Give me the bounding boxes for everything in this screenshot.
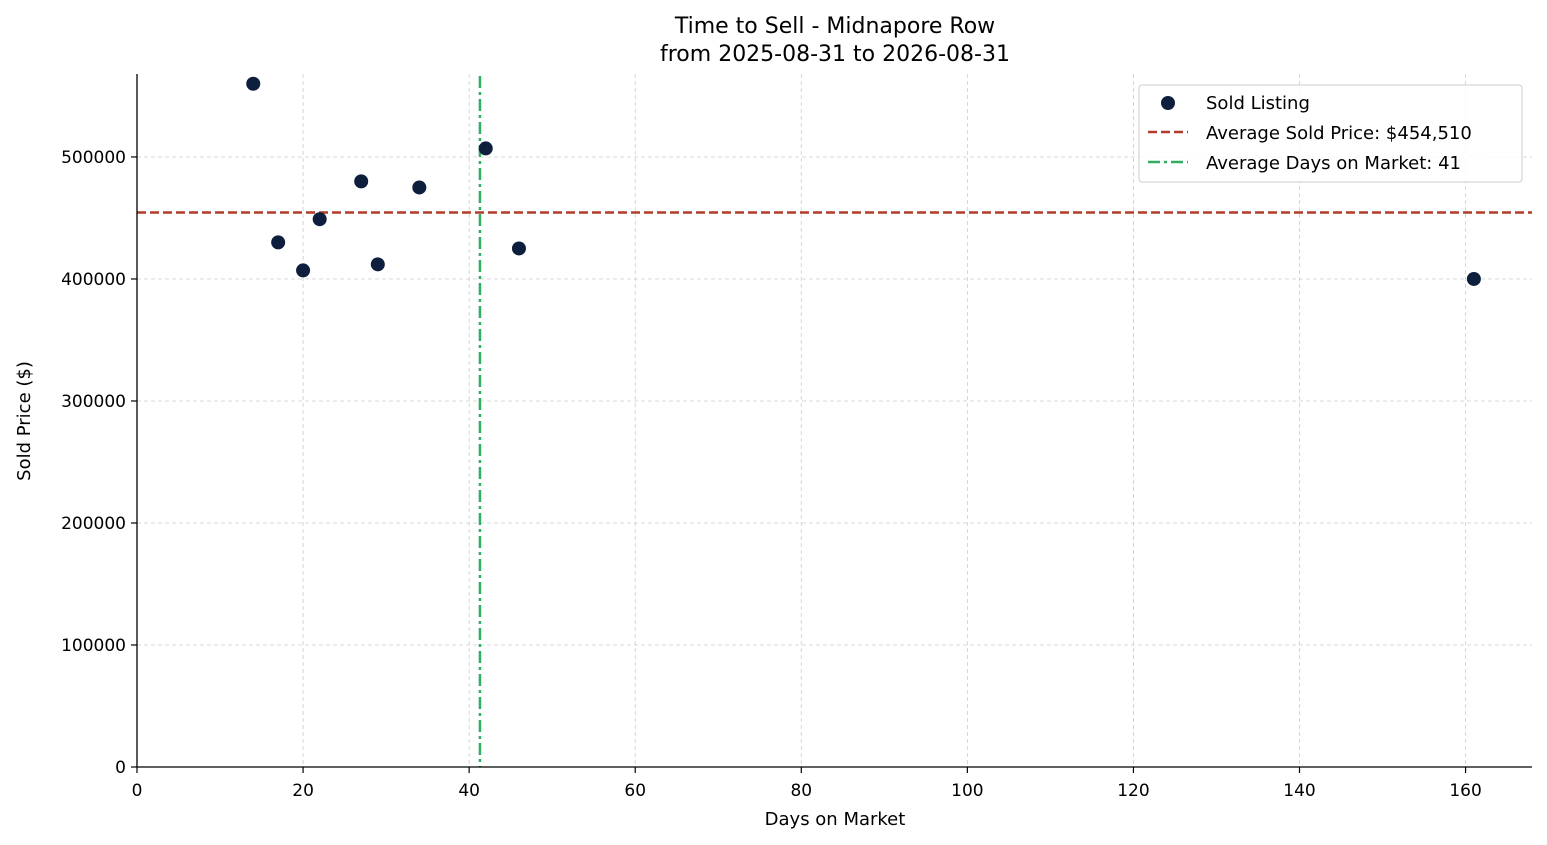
sold-listing-point	[354, 174, 369, 189]
x-tick-label: 40	[458, 781, 480, 801]
legend-label-average-days: Average Days on Market: 41	[1206, 153, 1461, 174]
y-ticks: 0 100000 200000 300000 400000 500000	[61, 148, 137, 778]
x-tick-label: 60	[624, 781, 646, 801]
legend-label-sold-listing: Sold Listing	[1206, 93, 1310, 114]
x-ticks: 0 20 40 60 80 100 120 140 160	[132, 767, 1482, 801]
x-tick-label: 100	[951, 781, 983, 801]
reference-lines	[137, 76, 1532, 767]
sold-listing-point	[271, 235, 286, 250]
y-tick-label: 100000	[61, 636, 126, 656]
sold-listing-point	[312, 212, 327, 227]
scatter-points	[246, 76, 1481, 286]
y-axis-label: Sold Price ($)	[14, 361, 35, 481]
y-tick-label: 500000	[61, 148, 126, 168]
y-tick-label: 0	[115, 758, 126, 778]
x-axis-label: Days on Market	[765, 809, 906, 830]
y-tick-label: 300000	[61, 392, 126, 412]
legend-label-average-price: Average Sold Price: $454,510	[1206, 123, 1472, 144]
x-tick-label: 140	[1283, 781, 1315, 801]
x-tick-label: 20	[292, 781, 314, 801]
sold-listing-point	[1466, 271, 1481, 286]
x-tick-label: 160	[1449, 781, 1481, 801]
y-tick-label: 400000	[61, 270, 126, 290]
chart-title: Time to Sell - Midnapore Row	[674, 14, 995, 39]
sold-listing-point	[478, 141, 493, 156]
sold-listing-point	[412, 180, 427, 195]
y-tick-label: 200000	[61, 514, 126, 534]
x-tick-label: 0	[132, 781, 143, 801]
legend: Sold Listing Average Sold Price: $454,51…	[1138, 84, 1523, 183]
legend-marker-sold-listing	[1161, 96, 1175, 110]
sold-listing-point	[511, 241, 526, 256]
sold-listing-point	[296, 263, 311, 278]
sold-listing-point	[370, 257, 385, 272]
x-tick-label: 120	[1117, 781, 1149, 801]
sold-listing-point	[246, 76, 261, 91]
legend-box	[1138, 84, 1523, 183]
x-tick-label: 80	[790, 781, 812, 801]
chart-subtitle: from 2025-08-31 to 2026-08-31	[660, 42, 1010, 67]
